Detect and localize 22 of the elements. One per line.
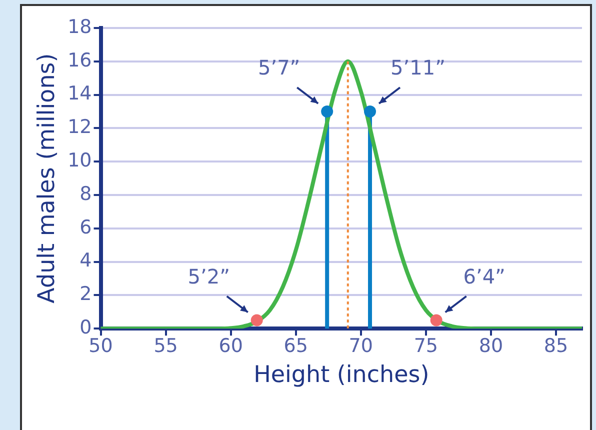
y-tick-label: 8: [80, 182, 92, 205]
x-tick-label: 65: [284, 334, 308, 357]
y-axis-title: Adult males (millions): [34, 53, 60, 304]
y-tick-label: 4: [80, 250, 92, 272]
y-tick-label: 2: [80, 283, 92, 306]
annotation: 6’4”: [463, 264, 506, 288]
x-tick-label: 55: [154, 334, 178, 357]
x-tick-label: 75: [414, 334, 438, 357]
y-tick-label: 12: [68, 116, 92, 138]
y-tick-label: 18: [68, 16, 92, 38]
y-tick-label: 16: [68, 49, 92, 72]
y-tick-label: 6: [80, 216, 92, 238]
x-tick-label: 70: [348, 334, 373, 357]
x-tick-label: 80: [478, 334, 504, 357]
x-tick-label: 60: [218, 334, 243, 357]
y-tick-label: 14: [68, 82, 92, 105]
annotation: 5’11”: [390, 56, 446, 80]
x-tick-label: 85: [544, 334, 568, 357]
annotation: 5’2”: [188, 264, 230, 288]
y-tick-label: 10: [68, 150, 92, 172]
x-axis-title: Height (inches): [254, 362, 430, 388]
annotation: 5’7”: [258, 56, 300, 80]
